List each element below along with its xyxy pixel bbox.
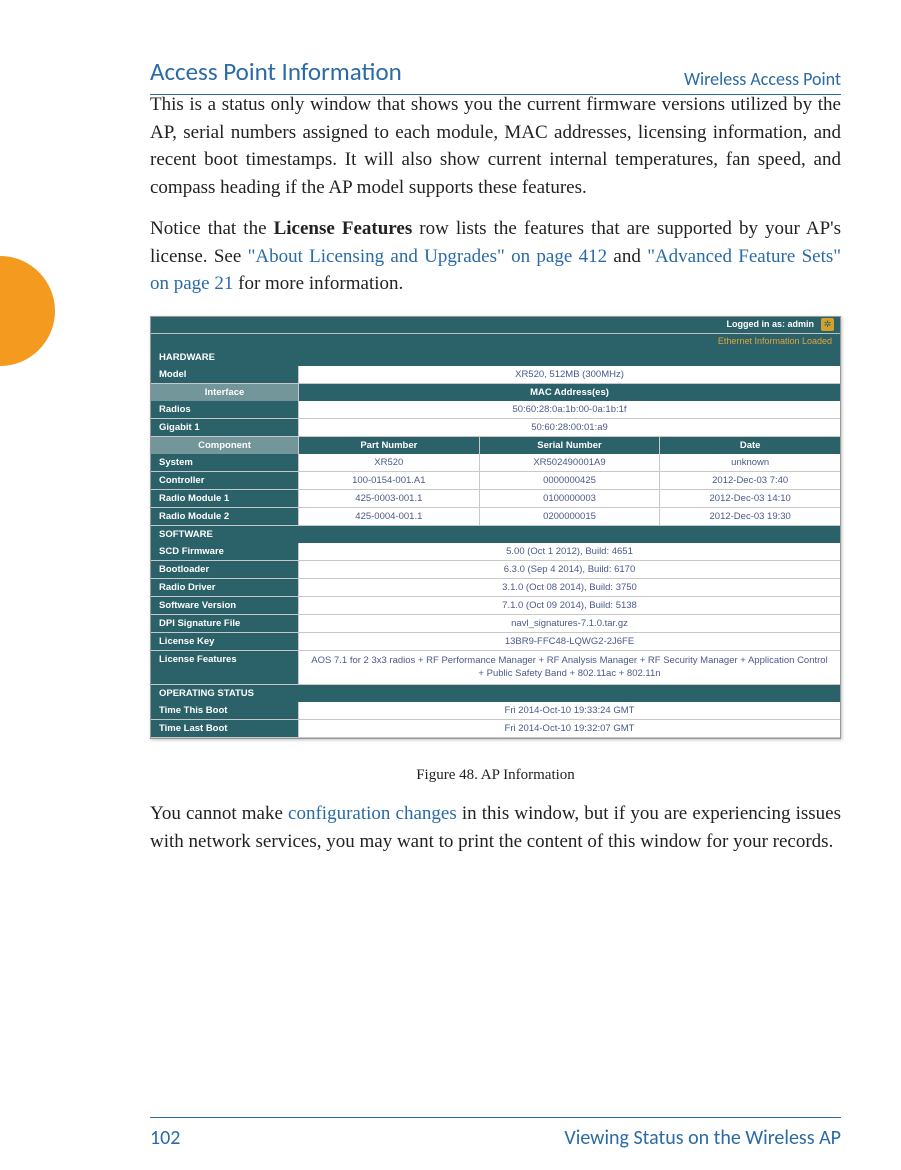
serial-number-value: 0000000425 bbox=[480, 472, 661, 489]
para2-mid2: and bbox=[607, 246, 647, 267]
radios-value: 50:60:28:0a:1b:00-0a:1b:1f bbox=[299, 401, 840, 418]
ethernet-loaded-text: Ethernet Information Loaded bbox=[718, 336, 832, 346]
radios-label: Radios bbox=[151, 401, 299, 418]
serial-number-value: 0100000003 bbox=[480, 490, 661, 507]
model-label: Model bbox=[151, 366, 299, 383]
component-name: Controller bbox=[151, 472, 299, 489]
serial-number-header: Serial Number bbox=[480, 437, 661, 454]
serial-number-value: 0200000015 bbox=[480, 508, 661, 525]
screenshot-topbar: Logged in as: admin ✲ bbox=[151, 317, 840, 333]
part-number-value: 100-0154-001.A1 bbox=[299, 472, 480, 489]
interface-header: Interface bbox=[151, 384, 299, 401]
paragraph-2: Notice that the License Features row lis… bbox=[150, 215, 841, 298]
software-row-label: Radio Driver bbox=[151, 579, 299, 596]
footer-rule bbox=[150, 1117, 841, 1118]
hardware-section-header: HARDWARE bbox=[151, 349, 840, 366]
software-row-label: License Key bbox=[151, 633, 299, 650]
footer-section-name: Viewing Status on the Wireless AP bbox=[564, 1126, 841, 1150]
paragraph-1: This is a status only window that shows … bbox=[150, 91, 841, 201]
software-row-value: 3.1.0 (Oct 08 2014), Build: 3750 bbox=[299, 579, 840, 596]
component-row: Controller100-0154-001.A100000004252012-… bbox=[151, 472, 840, 490]
component-row: Radio Module 1425-0003-001.1010000000320… bbox=[151, 490, 840, 508]
license-features-value: AOS 7.1 for 2 3x3 radios + RF Performanc… bbox=[299, 651, 840, 685]
software-row-value: 7.1.0 (Oct 09 2014), Build: 5138 bbox=[299, 597, 840, 614]
figure-caption: Figure 48. AP Information bbox=[150, 767, 841, 784]
software-row: DPI Signature Filenavl_signatures-7.1.0.… bbox=[151, 615, 840, 633]
operating-status-label: Time This Boot bbox=[151, 702, 299, 719]
model-value: XR520, 512MB (300MHz) bbox=[299, 366, 840, 383]
link-licensing-upgrades[interactable]: "About Licensing and Upgrades" on page 4… bbox=[248, 246, 608, 267]
software-row-label: DPI Signature File bbox=[151, 615, 299, 632]
software-section-header: SOFTWARE bbox=[151, 526, 840, 543]
software-row: SCD Firmware5.00 (Oct 1 2012), Build: 46… bbox=[151, 543, 840, 561]
license-features-row: License Features AOS 7.1 for 2 3x3 radio… bbox=[151, 651, 840, 686]
part-number-header: Part Number bbox=[299, 437, 480, 454]
link-configuration-changes[interactable]: configuration changes bbox=[288, 803, 457, 824]
software-row: Software Version7.1.0 (Oct 09 2014), Bui… bbox=[151, 597, 840, 615]
date-value: unknown bbox=[660, 454, 840, 471]
software-row: Radio Driver3.1.0 (Oct 08 2014), Build: … bbox=[151, 579, 840, 597]
operating-status-value: Fri 2014-Oct-10 19:33:24 GMT bbox=[299, 702, 840, 719]
software-row-label: SCD Firmware bbox=[151, 543, 299, 560]
paragraph-3: You cannot make configuration changes in… bbox=[150, 800, 841, 855]
interface-subheader-row: Interface MAC Address(es) bbox=[151, 384, 840, 401]
component-name: System bbox=[151, 454, 299, 471]
component-row: SystemXR520XR502490001A9unknown bbox=[151, 454, 840, 472]
software-row-label: Software Version bbox=[151, 597, 299, 614]
date-header: Date bbox=[660, 437, 840, 454]
software-row-label: Bootloader bbox=[151, 561, 299, 578]
screenshot-topbar2: Ethernet Information Loaded bbox=[151, 333, 840, 349]
operating-status-row: Time This BootFri 2014-Oct-10 19:33:24 G… bbox=[151, 702, 840, 720]
page-number: 102 bbox=[150, 1126, 180, 1150]
para2-leading: Notice that the bbox=[150, 218, 274, 239]
para3-leading: You cannot make bbox=[150, 803, 288, 824]
operating-status-value: Fri 2014-Oct-10 19:32:07 GMT bbox=[299, 720, 840, 737]
software-row-value: 13BR9-FFC48-LQWG2-2J6FE bbox=[299, 633, 840, 650]
license-features-label: License Features bbox=[151, 651, 299, 685]
gigabit-value: 50:60:28:00:01:a9 bbox=[299, 419, 840, 436]
model-row: Model XR520, 512MB (300MHz) bbox=[151, 366, 840, 384]
operating-status-label: Time Last Boot bbox=[151, 720, 299, 737]
date-value: 2012-Dec-03 19:30 bbox=[660, 508, 840, 525]
part-number-value: 425-0003-001.1 bbox=[299, 490, 480, 507]
component-header: Component bbox=[151, 437, 299, 454]
gigabit-label: Gigabit 1 bbox=[151, 419, 299, 436]
software-row: Bootloader6.3.0 (Sep 4 2014), Build: 617… bbox=[151, 561, 840, 579]
license-features-bold: License Features bbox=[274, 218, 413, 239]
page-footer: 102 Viewing Status on the Wireless AP bbox=[150, 1126, 841, 1150]
software-row: License Key13BR9-FFC48-LQWG2-2J6FE bbox=[151, 633, 840, 651]
date-value: 2012-Dec-03 14:10 bbox=[660, 490, 840, 507]
operating-status-header: OPERATING STATUS bbox=[151, 685, 840, 702]
software-row-value: 6.3.0 (Sep 4 2014), Build: 6170 bbox=[299, 561, 840, 578]
ap-information-screenshot: Logged in as: admin ✲ Ethernet Informati… bbox=[150, 316, 841, 740]
para2-trailing: for more information. bbox=[233, 273, 403, 294]
radios-row: Radios 50:60:28:0a:1b:00-0a:1b:1f bbox=[151, 401, 840, 419]
part-number-value: 425-0004-001.1 bbox=[299, 508, 480, 525]
component-subheader-row: Component Part Number Serial Number Date bbox=[151, 437, 840, 454]
side-tab-circle bbox=[0, 256, 55, 366]
serial-number-value: XR502490001A9 bbox=[480, 454, 661, 471]
operating-status-row: Time Last BootFri 2014-Oct-10 19:32:07 G… bbox=[151, 720, 840, 738]
software-row-value: navl_signatures-7.1.0.tar.gz bbox=[299, 615, 840, 632]
logged-in-as: Logged in as: admin bbox=[726, 319, 814, 329]
component-name: Radio Module 2 bbox=[151, 508, 299, 525]
header-rule bbox=[150, 94, 841, 95]
software-row-value: 5.00 (Oct 1 2012), Build: 4651 bbox=[299, 543, 840, 560]
part-number-value: XR520 bbox=[299, 454, 480, 471]
header-product-name: Wireless Access Point bbox=[684, 68, 841, 90]
status-star-icon: ✲ bbox=[821, 318, 834, 331]
mac-address-header: MAC Address(es) bbox=[299, 384, 840, 401]
component-row: Radio Module 2425-0004-001.1020000001520… bbox=[151, 508, 840, 526]
gigabit-row: Gigabit 1 50:60:28:00:01:a9 bbox=[151, 419, 840, 437]
date-value: 2012-Dec-03 7:40 bbox=[660, 472, 840, 489]
component-name: Radio Module 1 bbox=[151, 490, 299, 507]
